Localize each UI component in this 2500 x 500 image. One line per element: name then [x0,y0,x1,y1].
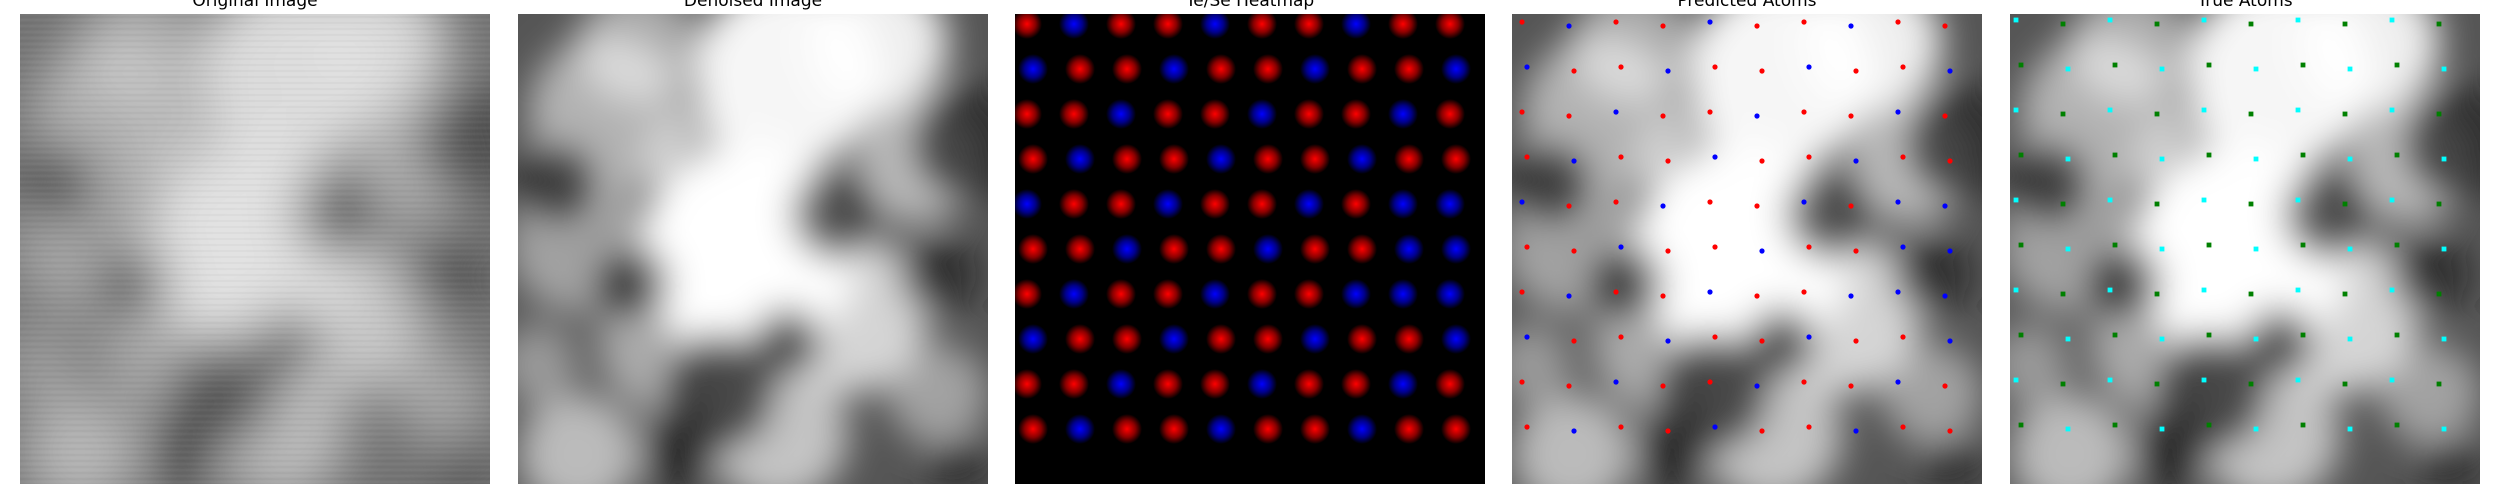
te-se-heatmap [1015,14,1485,484]
panel-title-heatmap: Te/Se Heatmap [1185,0,1315,11]
true-atoms-image [2010,14,2480,484]
panel-title-original: Original Image [192,0,318,11]
denoised-image [518,14,988,484]
predicted-atoms-image [1512,14,1982,484]
panel-title-true: True Atoms [2197,0,2293,11]
original-image [20,14,490,484]
panel-title-predicted: Predicted Atoms [1677,0,1817,11]
panel-original-image: Original Image [20,0,490,500]
panel-predicted-atoms: Predicted Atoms [1512,0,1982,500]
panel-denoised-image: Denoised Image [518,0,988,500]
panel-heatmap: Te/Se Heatmap [1015,0,1485,500]
panel-true-atoms: True Atoms [2010,0,2480,500]
panel-title-denoised: Denoised Image [683,0,823,11]
